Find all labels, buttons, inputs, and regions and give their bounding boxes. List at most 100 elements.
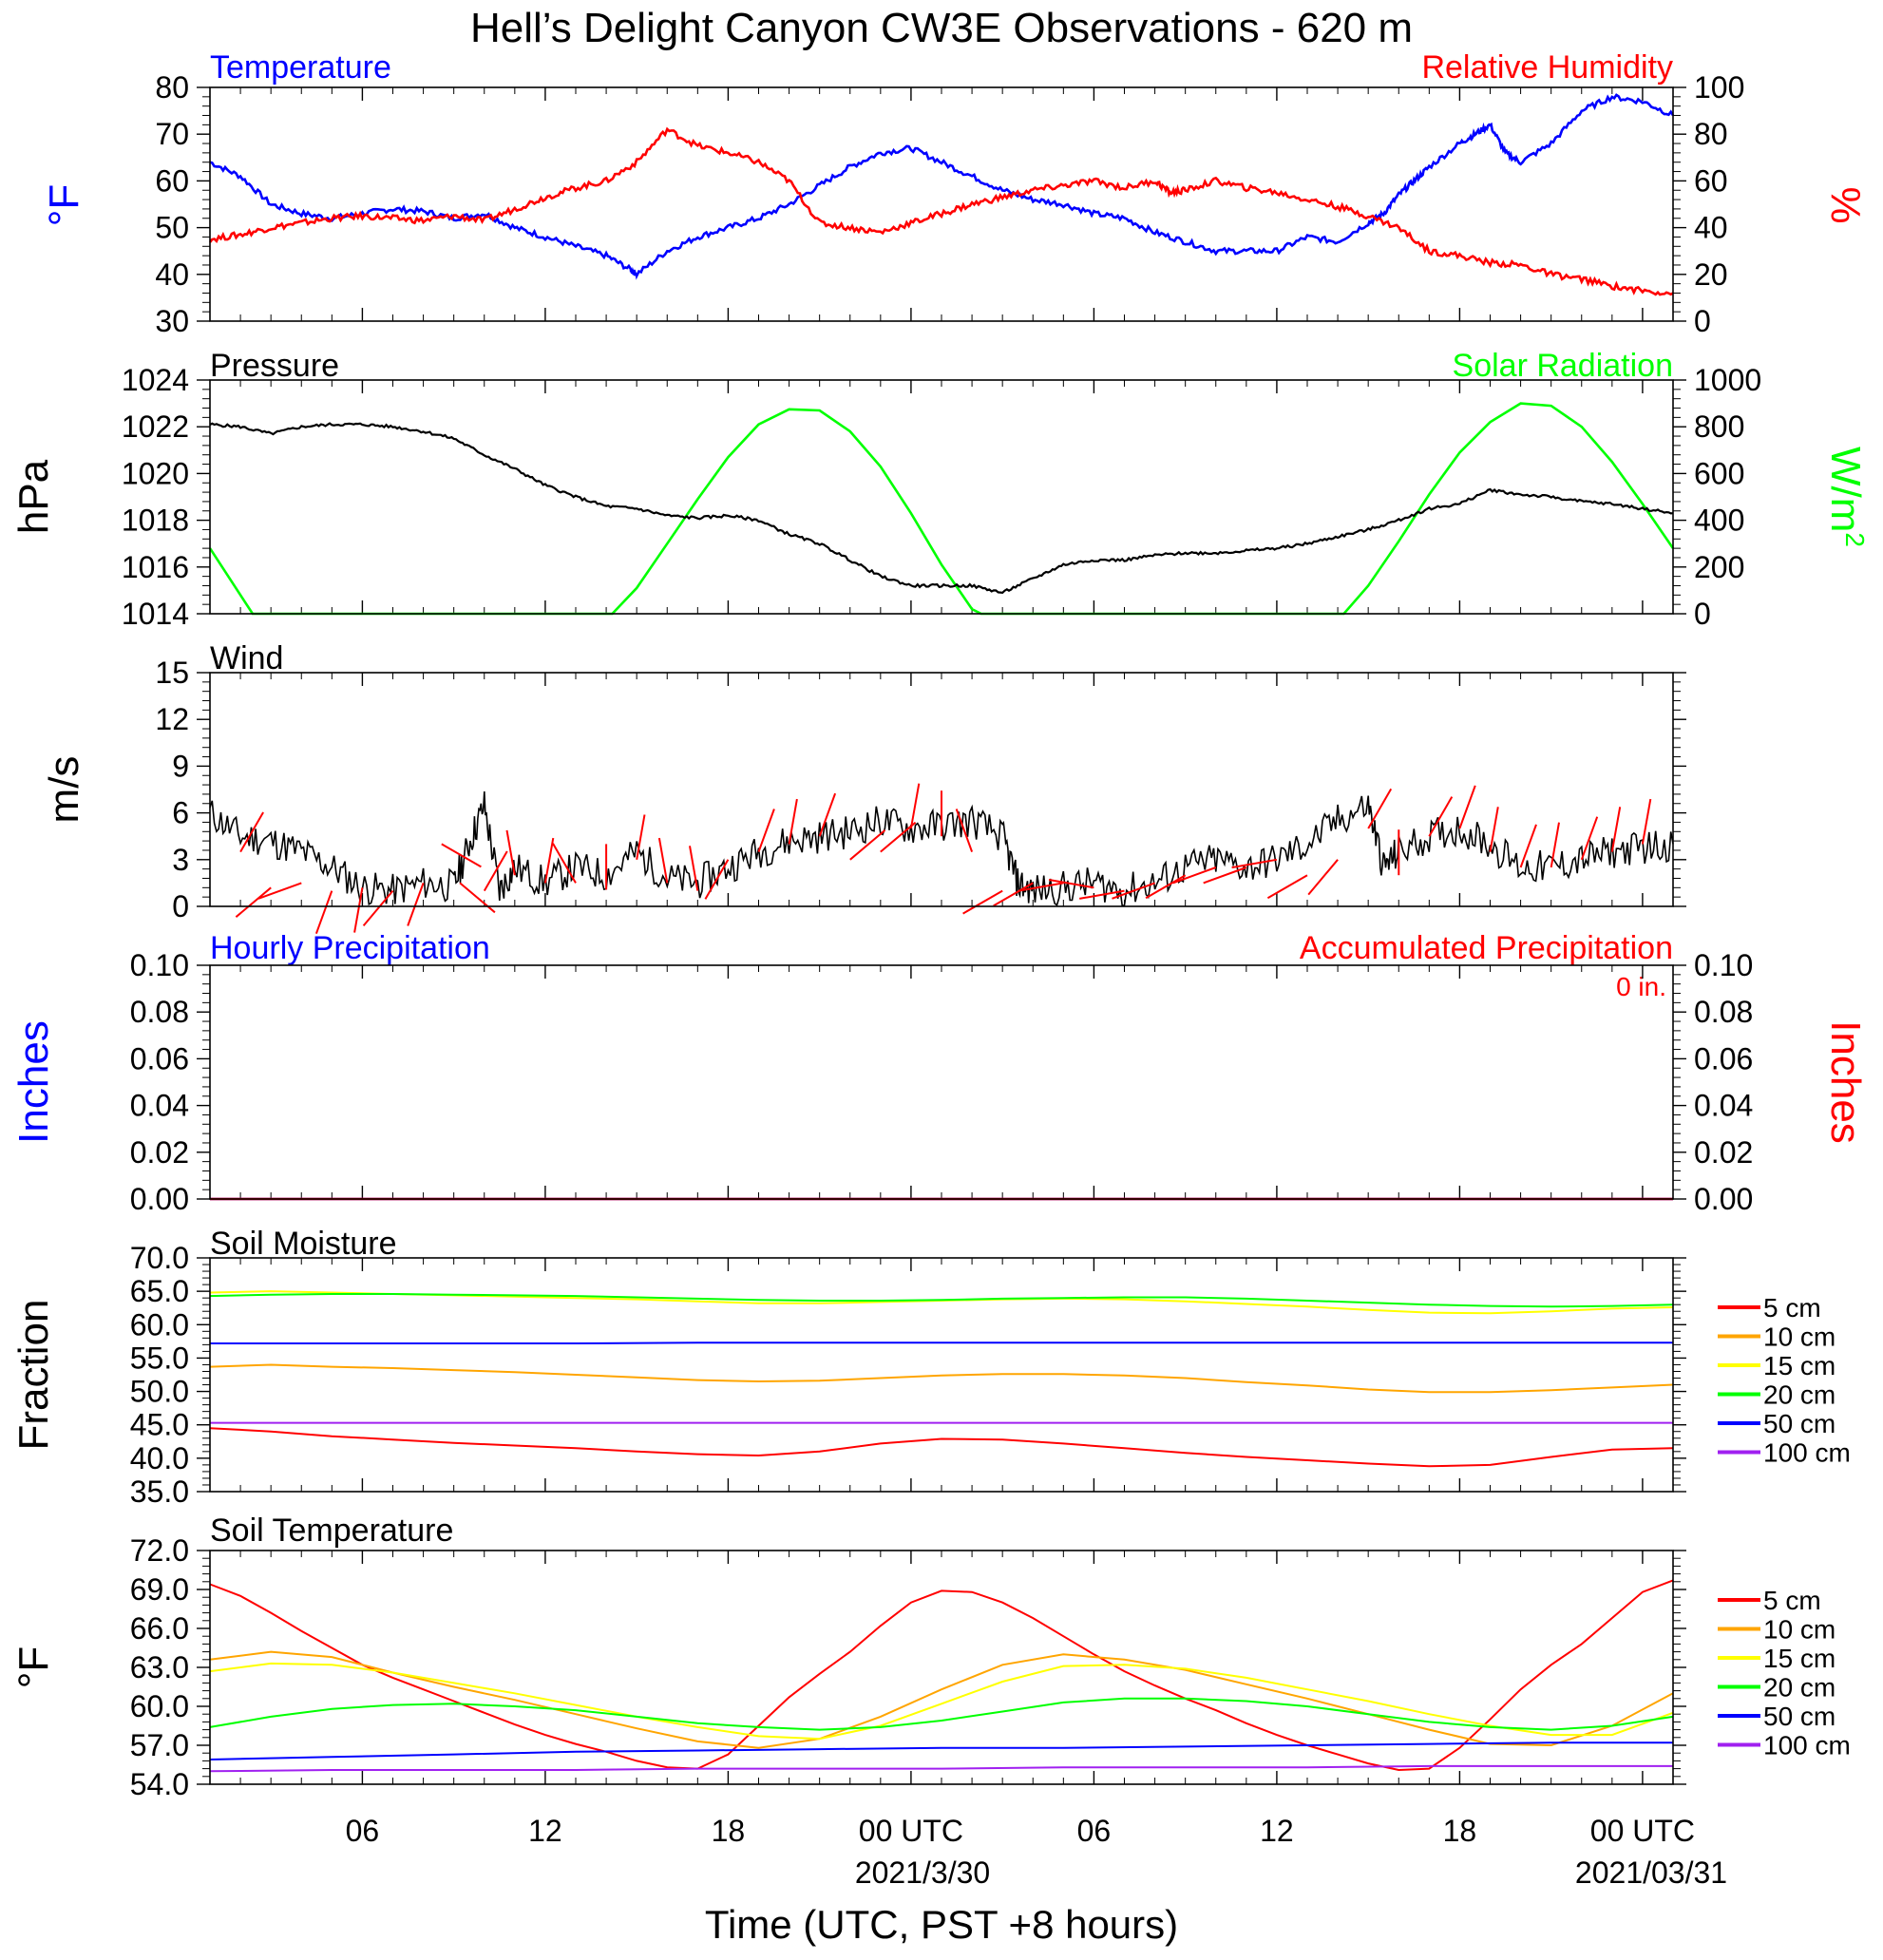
y-tick-label-left: 12 (155, 702, 189, 736)
humidity-unit: % (1822, 186, 1869, 223)
x-tick-label: 00 UTC (1590, 1814, 1695, 1848)
wind-barb (1231, 858, 1278, 869)
y-tick-label-left: 65.0 (130, 1274, 189, 1308)
wind-barb (235, 886, 272, 918)
precip-panel: Hourly Precipitation Accumulated Precipi… (10, 930, 1869, 1216)
y-tick-label-left: 1018 (122, 504, 189, 538)
y-tick-label-left: 80 (155, 70, 189, 105)
y-tick-label-right: 600 (1694, 456, 1744, 490)
humidity-title: Relative Humidity (1421, 49, 1673, 86)
y-tick-label-right: 0.08 (1694, 995, 1753, 1029)
y-tick-label-left: 60 (155, 163, 189, 198)
accum-precip-title: Accumulated Precipitation (1300, 930, 1673, 966)
wind-barb (1610, 807, 1622, 852)
soil-moisture-10cm-line (209, 1363, 1674, 1394)
legend-label: 15 cm (1763, 1644, 1835, 1673)
y-tick-label-right: 20 (1694, 257, 1728, 292)
y-tick-label-left: 57.0 (130, 1728, 189, 1762)
wind-barb (880, 821, 917, 853)
wind-barb (704, 859, 730, 900)
legend-label: 50 cm (1763, 1409, 1835, 1438)
legend-label: 20 cm (1763, 1673, 1835, 1703)
wind-barb (314, 890, 333, 935)
wind-barb (441, 843, 482, 868)
wind-barb (962, 889, 1003, 915)
soil-temp-panel: Soil Temperature °F 54.0 57.0 60.0 63.0 66.0… (10, 1513, 1851, 1801)
y-tick-label-right: 400 (1694, 504, 1744, 538)
x-tick-label: 06 (346, 1814, 380, 1848)
y-tick-label-left: 50.0 (130, 1375, 189, 1409)
y-tick-label-left: 40 (155, 257, 189, 292)
wind-barb (1641, 798, 1652, 845)
x-axis-tick-labels: 06 12 18 00 UTC 06 12 18 00 UTC (346, 1814, 1695, 1848)
soil-temp-5cm-line (209, 1579, 1674, 1772)
wind-barb (505, 829, 516, 876)
y-tick-label-left: 69.0 (130, 1572, 189, 1607)
y-tick-label-left: 40.0 (130, 1441, 189, 1475)
y-tick-label-left: 3 (172, 843, 189, 877)
solar-title: Solar Radiation (1453, 348, 1673, 384)
y-tick-label-left: 1022 (122, 409, 189, 444)
soil-moisture-20cm-line (209, 1293, 1674, 1308)
y-tick-label-left: 72.0 (130, 1533, 189, 1568)
temp-rh-panel: Temperature Relative Humidity °F % 30 40 5… (41, 49, 1869, 338)
y-tick-label-right: 800 (1694, 409, 1744, 444)
y-tick-label-left: 30 (155, 304, 189, 338)
legend-label: 50 cm (1763, 1702, 1835, 1731)
legend-label: 5 cm (1763, 1586, 1821, 1615)
wind-barb (1367, 788, 1393, 829)
soil-temp-20cm-line (209, 1697, 1674, 1731)
accum-precip-unit: Inches (1822, 1020, 1869, 1144)
x-date-label-1: 2021/3/30 (855, 1855, 990, 1890)
accum-precip-note: 0 in. (1616, 972, 1666, 1001)
y-tick-label-left: 1016 (122, 550, 189, 584)
soil-temp-10cm-line (209, 1650, 1674, 1749)
soil-temp-15cm-line (209, 1662, 1674, 1741)
wind-barb (689, 846, 699, 891)
y-tick-label-right: 80 (1694, 117, 1728, 151)
hourly-precip-title: Hourly Precipitation (210, 930, 490, 966)
pressure-solar-panel: Pressure Solar Radiation hPa W/m2 101410… (10, 348, 1871, 631)
hourly-precip-unit: Inches (10, 1020, 57, 1144)
y-tick-label-left: 70 (155, 117, 189, 151)
x-tick-label: 00 UTC (859, 1814, 963, 1848)
humidity-ticks: 0 20 40 60 80 100 (1694, 70, 1744, 338)
wind-barb (552, 843, 577, 884)
precip-xticks (209, 965, 1674, 1199)
soil-temp-unit: °F (10, 1646, 57, 1688)
y-tick-label-left: 50 (155, 211, 189, 245)
y-tick-label-left: 35.0 (130, 1475, 189, 1509)
legend-label: 10 cm (1763, 1615, 1835, 1645)
soil-moisture-panel: Soil Moisture Fraction 35.040.045.050.05… (10, 1226, 1851, 1509)
temp-rh-frame (209, 86, 1674, 322)
wind-barb (543, 837, 555, 884)
legend-label: 5 cm (1763, 1293, 1821, 1323)
y-tick-label-left: 55.0 (130, 1341, 189, 1375)
chart-title: Hell’s Delight Canyon CW3E Observations … (470, 5, 1413, 51)
wind-barb (657, 837, 669, 884)
y-tick-label-left: 0.10 (130, 948, 189, 982)
wind-barb (636, 814, 646, 860)
pressure-ticks: 1014 1016 1018 1020 1022 1024 (122, 363, 1686, 631)
wind-ticks: 0 3 6 9 12 15 (155, 656, 1686, 923)
wind-barb (849, 829, 886, 861)
soil-temp-100cm-line (209, 1764, 1673, 1773)
wind-barb (1458, 785, 1476, 829)
wind-barb (1307, 859, 1339, 896)
y-tick-label-left: 1014 (122, 597, 189, 631)
soil-moisture-title: Soil Moisture (210, 1226, 397, 1262)
x-date-label-2: 2021/03/31 (1575, 1855, 1727, 1890)
y-tick-label-left: 0.00 (130, 1182, 189, 1216)
y-tick-label-left: 1020 (122, 456, 189, 490)
soil-moisture-50cm-line (210, 1342, 1673, 1344)
solar-ticks: 0 200 400 600 800 1000 (1694, 363, 1761, 631)
wind-frame (209, 672, 1674, 907)
wind-barb (1145, 874, 1187, 900)
soil-temp-xticks (209, 1551, 1674, 1784)
x-tick-label: 18 (1443, 1814, 1477, 1848)
y-tick-label-right: 0 (1694, 597, 1711, 631)
x-tick-label: 12 (1260, 1814, 1294, 1848)
